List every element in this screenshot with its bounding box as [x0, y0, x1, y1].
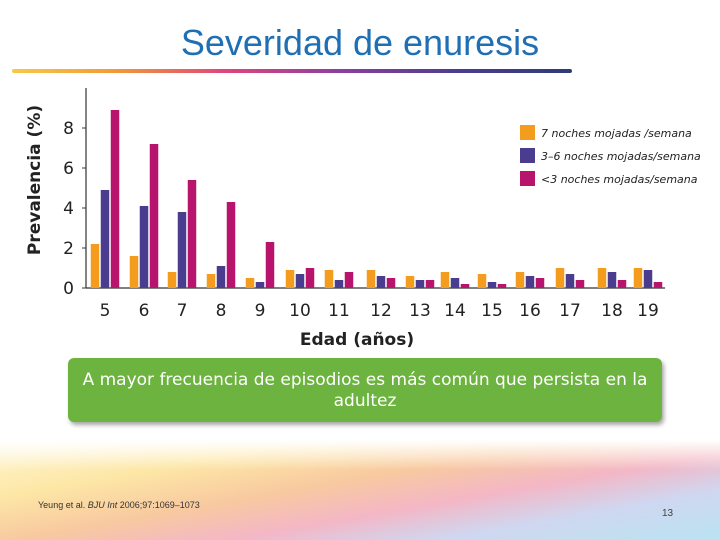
bar-series_lt3-18 [617, 280, 627, 288]
y-tick-label: 2 [63, 239, 74, 259]
y-tick-label: 4 [63, 199, 74, 219]
bar-series_3_6-6 [139, 206, 149, 288]
chart-bars [90, 110, 663, 288]
bar-series_7-11 [324, 270, 334, 288]
bar-series_lt3-10 [305, 268, 315, 288]
bar-series_lt3-12 [386, 278, 396, 288]
bar-series_lt3-14 [460, 284, 470, 288]
legend-swatch [520, 148, 535, 163]
bar-series_3_6-19 [643, 270, 653, 288]
bar-series_7-10 [285, 270, 295, 288]
legend-label: <3 noches mojadas/semana [541, 173, 698, 186]
bar-series_3_6-5 [100, 190, 110, 288]
x-tick-label: 7 [177, 301, 188, 321]
bar-series_3_6-7 [177, 212, 187, 288]
bar-series_lt3-16 [535, 278, 545, 288]
x-tick-label: 15 [481, 301, 503, 321]
y-tick-label: 0 [63, 279, 74, 299]
x-tick-label: 16 [519, 301, 541, 321]
citation-journal: BJU Int [87, 500, 118, 510]
bar-series_3_6-18 [607, 272, 617, 288]
citation-authors: Yeung et al. [38, 500, 88, 510]
conclusion-callout: A mayor frecuencia de episodios es más c… [68, 358, 662, 422]
bar-series_lt3-15 [497, 284, 507, 288]
x-tick-label: 12 [370, 301, 392, 321]
bar-series_lt3-8 [226, 202, 236, 288]
bar-series_7-15 [477, 274, 487, 288]
y-tick-label: 6 [63, 159, 74, 179]
x-tick-label: 18 [601, 301, 623, 321]
title-underline [12, 69, 572, 73]
bar-series_7-14 [440, 272, 450, 288]
bar-series_3_6-10 [295, 274, 305, 288]
bar-series_3_6-14 [450, 278, 460, 288]
bar-series_7-7 [167, 272, 177, 288]
bar-series_3_6-8 [216, 266, 226, 288]
bar-series_3_6-16 [525, 276, 535, 288]
x-tick-labels: 5 6 7 8 9 10 11 12 13 14 15 16 17 18 19 [100, 301, 659, 321]
legend-label: 7 noches mojadas /semana [541, 127, 692, 140]
x-tick-label: 10 [289, 301, 311, 321]
bar-series_3_6-15 [487, 282, 497, 288]
bar-series_lt3-7 [187, 180, 197, 288]
legend-swatch [520, 125, 535, 140]
bar-series_7-12 [366, 270, 376, 288]
bar-series_7-9 [245, 278, 255, 288]
prevalence-bar-chart: 0 2 4 6 8 5 6 7 8 9 10 11 12 13 14 15 16 17 18 19 7 noches… [25, 88, 701, 350]
bar-series_7-13 [405, 276, 415, 288]
x-tick-label: 19 [637, 301, 659, 321]
x-axis-label: Edad (años) [300, 330, 414, 350]
x-tick-label: 8 [216, 301, 227, 321]
bar-series_lt3-9 [265, 242, 275, 288]
bar-series_7-5 [90, 244, 100, 288]
footer-decoration [0, 440, 720, 540]
bar-series_lt3-5 [110, 110, 120, 288]
bar-series_7-17 [555, 268, 565, 288]
citation-details: 2006;97:1069–1073 [117, 500, 200, 510]
legend-swatch [520, 171, 535, 186]
bar-series_lt3-13 [425, 280, 435, 288]
bar-series_lt3-6 [149, 144, 159, 288]
bar-series_3_6-11 [334, 280, 344, 288]
legend-label: 3–6 noches mojadas/semana [541, 150, 701, 163]
x-tick-label: 5 [100, 301, 111, 321]
bar-series_lt3-19 [653, 282, 663, 288]
bar-series_3_6-13 [415, 280, 425, 288]
y-axis-label: Prevalencia (%) [25, 105, 45, 255]
bar-series_7-6 [129, 256, 139, 288]
slide-title: Severidad de enuresis [180, 22, 540, 63]
x-tick-label: 14 [444, 301, 466, 321]
bar-series_7-18 [597, 268, 607, 288]
x-tick-label: 6 [139, 301, 150, 321]
bar-series_7-19 [633, 268, 643, 288]
y-tick-label: 8 [63, 119, 74, 139]
bar-series_lt3-11 [344, 272, 354, 288]
bar-series_7-16 [515, 272, 525, 288]
x-tick-label: 9 [255, 301, 266, 321]
chart-legend: 7 noches mojadas /semana 3–6 noches mojad… [520, 125, 701, 186]
x-tick-label: 11 [328, 301, 350, 321]
bar-series_7-8 [206, 274, 216, 288]
x-tick-label: 17 [559, 301, 581, 321]
bar-series_3_6-12 [376, 276, 386, 288]
bar-series_3_6-17 [565, 274, 575, 288]
x-tick-label: 13 [409, 301, 431, 321]
bar-series_3_6-9 [255, 282, 265, 288]
page-number: 13 [662, 508, 674, 519]
bar-series_lt3-17 [575, 280, 585, 288]
citation: Yeung et al. BJU Int 2006;97:1069–1073 [38, 500, 200, 510]
